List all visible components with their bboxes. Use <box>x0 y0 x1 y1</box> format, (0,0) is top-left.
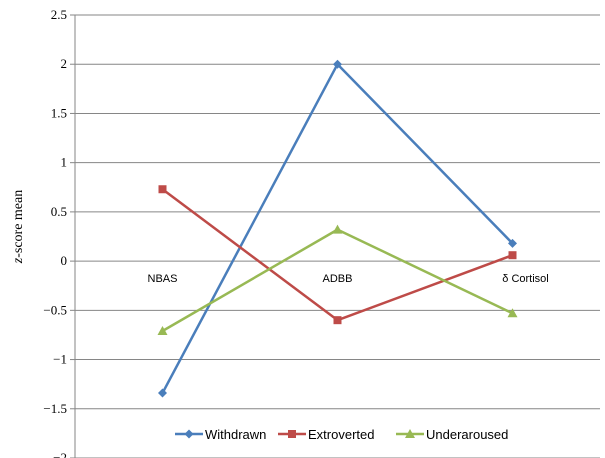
y-tick-label: −2 <box>53 450 67 458</box>
y-tick-label: −0.5 <box>43 302 67 317</box>
data-point-withdrawn <box>333 59 342 69</box>
series-underaroused <box>157 224 518 336</box>
y-tick-label: −1.5 <box>43 401 67 416</box>
grid-lines <box>75 14 600 458</box>
category-label: δ Cortisol <box>502 273 548 285</box>
legend-label-extroverted: Extroverted <box>308 427 374 442</box>
category-labels: NBAS ADBB δ Cortisol <box>148 273 549 285</box>
y-tick-label: 2.5 <box>51 7 67 22</box>
data-point-extroverted <box>508 251 517 260</box>
legend-marker-extroverted <box>288 430 296 438</box>
y-axis-ticks: 2.5 2 1.5 1 0.5 0 −0.5 −1 −1.5 −2 <box>43 7 75 458</box>
data-point-underaroused <box>332 224 343 234</box>
series-lines <box>157 59 518 398</box>
data-point-extroverted <box>158 185 167 194</box>
data-point-extroverted <box>333 316 342 325</box>
category-label: ADBB <box>323 273 353 285</box>
data-point-withdrawn <box>508 238 517 248</box>
y-tick-label: 1 <box>61 155 68 170</box>
data-point-underaroused <box>507 308 518 318</box>
legend-label-withdrawn: Withdrawn <box>205 427 266 442</box>
y-axis-label: z-score mean <box>11 190 26 264</box>
series-extroverted <box>158 185 517 325</box>
y-tick-label: 0.5 <box>51 204 67 219</box>
legend-label-underaroused: Underaroused <box>426 427 508 442</box>
legend: Withdrawn Extroverted Underaroused <box>175 427 508 442</box>
data-point-underaroused <box>157 326 168 336</box>
legend-marker-withdrawn <box>184 429 194 439</box>
series-withdrawn <box>158 59 517 398</box>
y-tick-label: 0 <box>61 253 68 268</box>
y-axis-label-rest: -score mean <box>11 190 26 258</box>
legend-marker-underaroused <box>405 429 415 438</box>
y-tick-label: 1.5 <box>51 105 67 120</box>
y-axis-label-italic: z <box>11 257 26 264</box>
y-tick-label: 2 <box>61 56 68 71</box>
data-point-withdrawn <box>158 388 167 398</box>
category-label: NBAS <box>148 273 178 285</box>
y-tick-label: −1 <box>53 352 67 367</box>
